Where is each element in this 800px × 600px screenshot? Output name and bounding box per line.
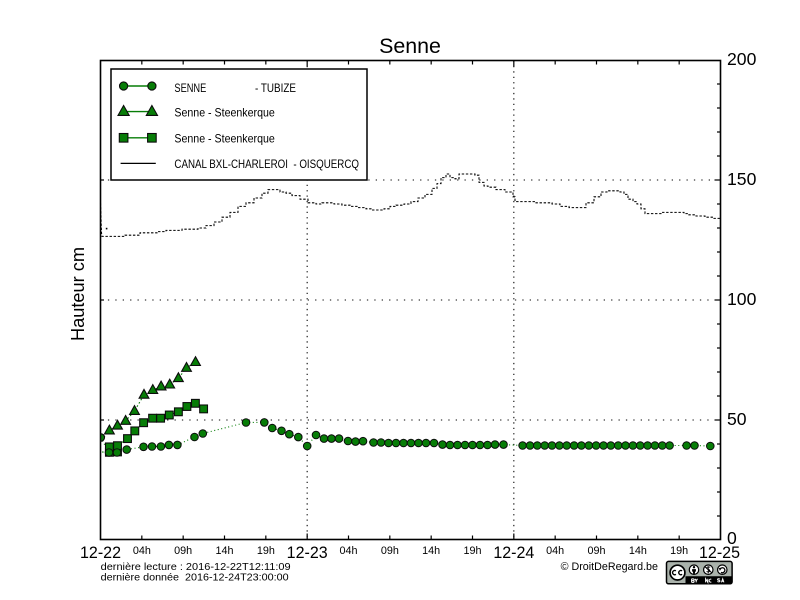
svg-text:- TUBIZE: - TUBIZE (255, 81, 296, 95)
svg-text:100: 100 (727, 289, 757, 309)
svg-text:14h: 14h (422, 545, 440, 557)
svg-text:SENNE: SENNE (174, 81, 206, 95)
svg-text:09h: 09h (587, 545, 605, 557)
svg-text:© DroitDeRegard.be: © DroitDeRegard.be (561, 561, 658, 573)
svg-text:dernière lecture : 2016-12-22T: dernière lecture : 2016-12-22T12:11:09 (101, 562, 291, 573)
svg-text:50: 50 (727, 409, 747, 429)
svg-text:04h: 04h (133, 545, 151, 557)
svg-text:19h: 19h (257, 545, 275, 557)
svg-text:CANAL BXL-CHARLEROI - OISQUER: CANAL BXL-CHARLEROI - OISQUERCQ (174, 157, 359, 171)
svg-text:Hauteur cm: Hauteur cm (68, 247, 88, 341)
svg-text:09h: 09h (174, 545, 192, 557)
svg-text:19h: 19h (670, 545, 688, 557)
svg-text:Senne: Senne (379, 34, 441, 58)
svg-text:19h: 19h (463, 545, 481, 557)
svg-text:Senne - Steenkerque: Senne - Steenkerque (174, 106, 275, 120)
svg-text:dernière donnée 2016-12-24T23: dernière donnée 2016-12-24T23:00:00 (101, 572, 289, 583)
svg-text:04h: 04h (546, 545, 564, 557)
svg-text:12-22: 12-22 (80, 543, 121, 562)
svg-text:150: 150 (727, 169, 757, 189)
svg-text:12-24: 12-24 (493, 543, 534, 562)
svg-text:Senne - Steenkerque: Senne - Steenkerque (174, 131, 275, 145)
svg-text:14h: 14h (629, 545, 647, 557)
svg-text:200: 200 (727, 49, 757, 69)
svg-text:12-25: 12-25 (699, 543, 740, 562)
svg-text:12-23: 12-23 (287, 543, 328, 562)
svg-text:14h: 14h (215, 545, 233, 557)
svg-text:0: 0 (727, 528, 737, 548)
svg-text:09h: 09h (381, 545, 399, 557)
svg-text:04h: 04h (339, 545, 357, 557)
